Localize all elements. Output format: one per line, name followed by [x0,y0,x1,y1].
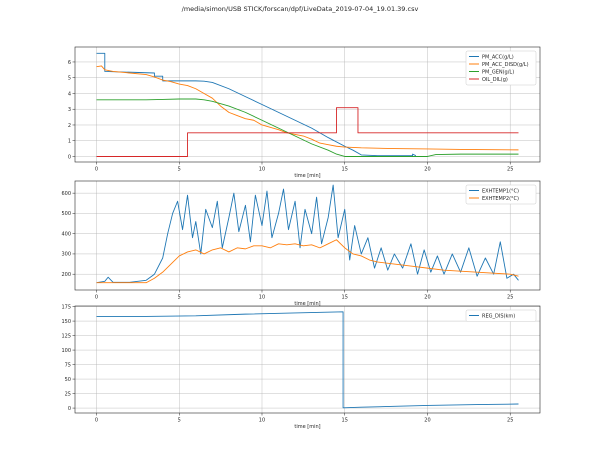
legend: EXHTEMP1(°C) EXHTEMP2(°C) [465,184,537,205]
series-line-3 [96,107,519,157]
series-line-2 [96,98,519,157]
x-tick-label: 15 [342,167,348,173]
x-tick-label: 0 [95,418,98,424]
x-tick-label: 15 [342,295,348,301]
y-tick-label: 50 [65,377,71,383]
legend: PM_ACC(g/L) PM_ACC_DISD(g/L)PM_GEN(g/L) OI… [465,50,537,86]
y-tick-label: 1 [68,139,71,145]
y-tick-label: 100 [61,348,71,354]
y-tick-label: 500 [61,211,71,217]
series-line-1 [96,239,519,284]
x-tick-label: 10 [259,167,265,173]
series-line-0 [96,184,519,284]
x-tick-label: 20 [424,295,430,301]
plot-frame [74,180,541,291]
legend-box [465,309,537,322]
x-tick-label: 0 [95,167,98,173]
x-tick-label: 10 [259,295,265,301]
legend-entry: EXHTEMP2(°C) [482,196,519,202]
y-tick-label: 4 [68,91,71,97]
y-tick-label: 25 [65,391,71,397]
y-tick-label: 5 [68,76,71,82]
legend-box [465,184,537,205]
x-tick-label: 20 [424,418,430,424]
legend-box [465,50,537,86]
chart-panel-exhtemp: 0 5 10 15 20 25 200 300 400 500 600 time [min] EXH… [61,180,541,307]
x-tick-label: 25 [507,295,513,301]
x-axis-label: time [min] [294,301,320,307]
x-tick-label: 0 [95,295,98,301]
y-tick-label: 150 [61,319,71,325]
y-tick-label: 125 [61,333,71,339]
y-tick-label: 0 [68,154,71,160]
x-axis-label: time [min] [294,424,320,430]
legend-entry: OIL_DIL(g) [482,77,508,83]
plot-frame [74,305,541,414]
y-tick-label: 300 [61,252,71,258]
legend-entry: PM_ACC(g/L) [482,54,514,60]
legend-entry: PM_GEN(g/L) [482,69,514,75]
legend-entry: REG_DIS(km) [482,313,515,319]
series-line-0 [96,52,417,157]
legend: REG_DIS(km) [465,309,537,322]
y-tick-label: 400 [61,231,71,237]
x-tick-label: 5 [178,167,181,173]
chart-panel-pm: 0 5 10 15 20 25 0 1 2 3 4 5 6 time [min] PM_ACC(g/L)… [68,46,541,179]
x-tick-label: 15 [342,418,348,424]
legend-entry: EXHTEMP1(°C) [482,188,519,194]
y-tick-label: 600 [61,191,71,197]
x-tick-label: 5 [178,295,181,301]
figure-title: /media/simon/USB STICK/forscan/dpf/LiveD… [182,5,419,13]
series-line-1 [96,65,519,151]
y-tick-label: 6 [68,60,71,66]
legend-entry: PM_ACC_DISD(g/L) [482,62,529,68]
y-tick-label: 2 [68,123,71,129]
x-tick-label: 10 [259,418,265,424]
x-tick-label: 5 [178,418,181,424]
y-tick-label: 3 [68,107,71,113]
y-tick-label: 175 [61,304,71,310]
y-tick-label: 200 [61,272,71,278]
series-line-0 [96,311,519,409]
y-tick-label: 0 [68,406,71,412]
x-tick-label: 20 [424,167,430,173]
chart-panel-regdis: 0 5 10 15 20 25 0 25 50 75 100 125 150 175 time [min]… [61,304,541,430]
y-tick-label: 75 [65,362,71,368]
x-tick-label: 25 [507,167,513,173]
x-tick-label: 25 [507,418,513,424]
x-axis-label: time [min] [294,173,320,179]
plot-frame [74,46,541,163]
